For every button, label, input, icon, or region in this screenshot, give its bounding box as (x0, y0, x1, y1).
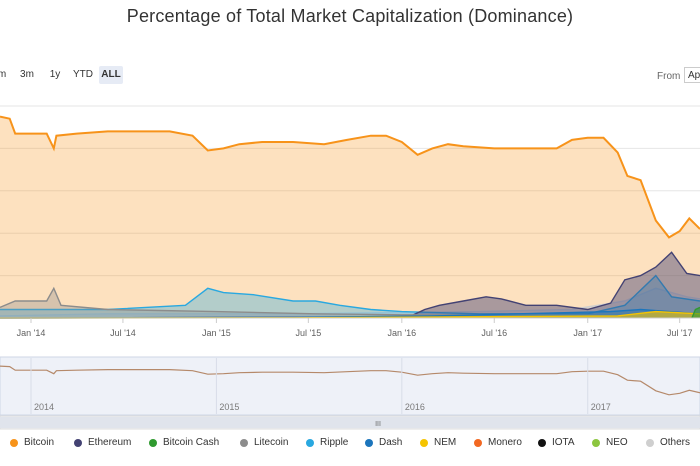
legend-dot-icon (306, 439, 314, 447)
navigator-mask[interactable] (0, 356, 700, 416)
legend-label: Dash (379, 437, 403, 448)
x-tick-label: Jan '14 (17, 328, 46, 338)
legend-label: NEO (606, 437, 628, 448)
navigator-year-label: 2014 (34, 402, 54, 412)
range-button-1y[interactable]: 1y (49, 69, 61, 80)
series-area-bitcoin-cash (691, 307, 700, 318)
legend-label: Ethereum (88, 437, 132, 448)
series-area-nem (0, 311, 700, 318)
from-date-input[interactable]: Ap (684, 67, 700, 83)
range-button-ytd[interactable]: YTD (73, 69, 93, 80)
x-tick-label: Jul '15 (295, 328, 321, 338)
legend-dot-icon (74, 439, 82, 447)
range-button-all[interactable]: ALL (99, 66, 123, 84)
from-label: From (657, 71, 681, 82)
navigator-scrollbar-thumb[interactable] (0, 417, 700, 428)
series-line-ripple (0, 274, 700, 315)
legend-label: Litecoin (254, 437, 289, 448)
series-area-bitcoin (0, 116, 700, 318)
legend-dot-icon (474, 439, 482, 447)
legend-dot-icon (10, 439, 18, 447)
legend-dot-icon (646, 439, 654, 447)
x-axis: Jan '14 Jul '14 Jan '15 Jul '15 Jan '16 Jul '… (0, 317, 700, 338)
legend-label: Ripple (320, 437, 349, 448)
range-button-m[interactable]: m (0, 69, 7, 80)
x-tick-label: Jul '17 (667, 328, 693, 338)
series-line-bitcoin (0, 115, 700, 239)
legend-label: Others (660, 437, 691, 448)
x-tick-label: Jan '16 (387, 328, 416, 338)
legend-label: NEM (434, 437, 457, 448)
x-tick-label: Jan '17 (573, 328, 602, 338)
legend-dot-icon (365, 439, 373, 447)
series-line-ethereum (0, 251, 700, 319)
series-area-ripple (0, 275, 700, 318)
series-line-bitcoin-cash (691, 306, 700, 319)
navigator[interactable]: 2014 2015 2016 2017 III (0, 0, 700, 432)
x-tick-label: Jan '15 (202, 328, 231, 338)
legend-label: Bitcoin Cash (163, 437, 220, 448)
legend-dot-icon (420, 439, 428, 447)
navigator-year-label: 2017 (591, 402, 611, 412)
gridlines (0, 105, 700, 318)
series-line-others (0, 287, 700, 317)
scrollbar-grip-icon: III (375, 421, 381, 428)
legend-label: Monero (488, 437, 522, 448)
navigator-year-label: 2015 (219, 402, 239, 412)
legend-dot-icon (538, 439, 546, 447)
main-chart[interactable]: Jan '14 Jul '14 Jan '15 Jul '15 Jan '16 Jul '… (0, 0, 700, 345)
legend: Bitcoin Ethereum Bitcoin Cash Litecoin Rippl… (0, 436, 700, 452)
range-button-3m[interactable]: 3m (20, 69, 34, 80)
navigator-year-label: 2016 (405, 402, 425, 412)
legend-dot-icon (149, 439, 157, 447)
x-tick-label: Jul '16 (481, 328, 507, 338)
legend-dot-icon (240, 439, 248, 447)
x-tick-label: Jul '14 (110, 328, 136, 338)
legend-dot-icon (592, 439, 600, 447)
legend-label: Bitcoin (24, 437, 55, 448)
legend-label: IOTA (552, 437, 575, 448)
navigator-series-line (0, 365, 700, 396)
series-areas (0, 115, 700, 319)
chart-title: Percentage of Total Market Capitalizatio… (126, 6, 574, 26)
navigator-year-labels: 2014 2015 2016 2017 (30, 358, 611, 414)
